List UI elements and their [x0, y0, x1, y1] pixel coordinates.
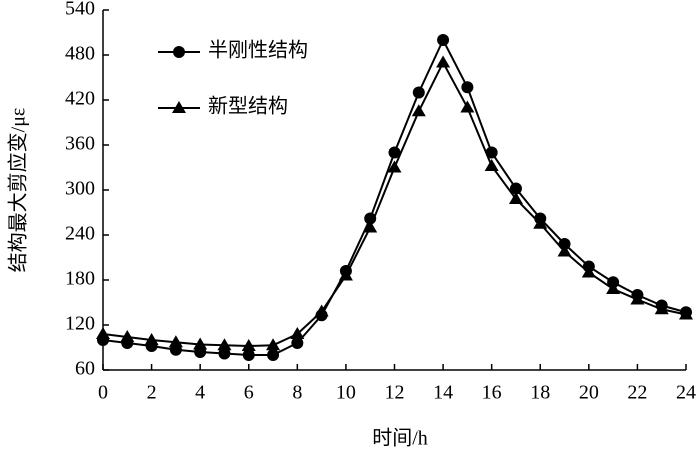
data-point [267, 349, 280, 361]
x-tick-label: 22 [627, 382, 647, 404]
data-point [388, 146, 401, 159]
data-point [242, 349, 255, 361]
x-tick-label: 16 [482, 382, 502, 404]
x-tick-label: 12 [385, 382, 405, 404]
data-point [144, 333, 159, 345]
y-tick-label: 60 [75, 358, 95, 380]
x-tick-label: 6 [244, 382, 254, 404]
data-point [96, 327, 110, 339]
data-point [193, 337, 208, 350]
data-point [363, 220, 378, 233]
x-tick-label: 8 [292, 382, 302, 404]
x-tick-label: 24 [676, 382, 696, 404]
x-tick-label: 4 [195, 382, 205, 404]
data-point [338, 268, 353, 281]
data-point [533, 216, 548, 229]
data-point [217, 338, 232, 351]
data-point [168, 335, 183, 348]
x-tick-label: 20 [579, 382, 599, 404]
y-tick-label: 240 [65, 223, 95, 245]
x-tick-label: 18 [530, 382, 550, 404]
data-point [630, 292, 645, 305]
y-tick-label: 120 [65, 313, 95, 335]
x-tick-label: 10 [336, 382, 356, 404]
y-tick-label: 300 [65, 178, 95, 200]
data-point [460, 100, 475, 113]
x-axis-title: 时间/h [372, 427, 428, 450]
data-point [120, 330, 135, 342]
data-point [290, 327, 305, 339]
legend-marker [173, 46, 185, 58]
data-point [412, 86, 425, 99]
y-tick-label: 480 [65, 43, 95, 65]
x-tick-label: 2 [147, 382, 157, 404]
data-point [291, 337, 304, 349]
data-point [266, 338, 281, 351]
data-point [314, 304, 329, 317]
data-point [436, 55, 451, 68]
y-tick-label: 420 [65, 88, 95, 110]
data-point [411, 104, 426, 117]
y-axis-title: 结构最大剪应变/με [7, 108, 30, 273]
series-line [102, 37, 687, 356]
data-point [606, 282, 621, 294]
data-point [485, 146, 498, 159]
series-line [102, 60, 687, 348]
data-point [679, 307, 693, 320]
data-point [241, 339, 256, 351]
data-point [218, 347, 231, 360]
y-tick-label: 540 [65, 0, 95, 20]
x-tick-label: 0 [98, 382, 108, 404]
legend-marker [172, 101, 186, 113]
data-point [437, 34, 450, 46]
y-tick-label: 360 [65, 133, 95, 155]
data-point [581, 265, 596, 278]
data-point [461, 81, 474, 94]
data-point [509, 182, 522, 195]
legend-label: 新型结构 [208, 95, 288, 118]
data-point [654, 302, 669, 315]
x-tick-label: 14 [433, 382, 453, 404]
data-point [508, 192, 523, 204]
y-tick-label: 180 [65, 268, 95, 290]
data-point [387, 160, 402, 173]
legend-label: 半刚性结构 [208, 39, 308, 62]
data-point [484, 159, 499, 171]
data-point [557, 244, 572, 257]
